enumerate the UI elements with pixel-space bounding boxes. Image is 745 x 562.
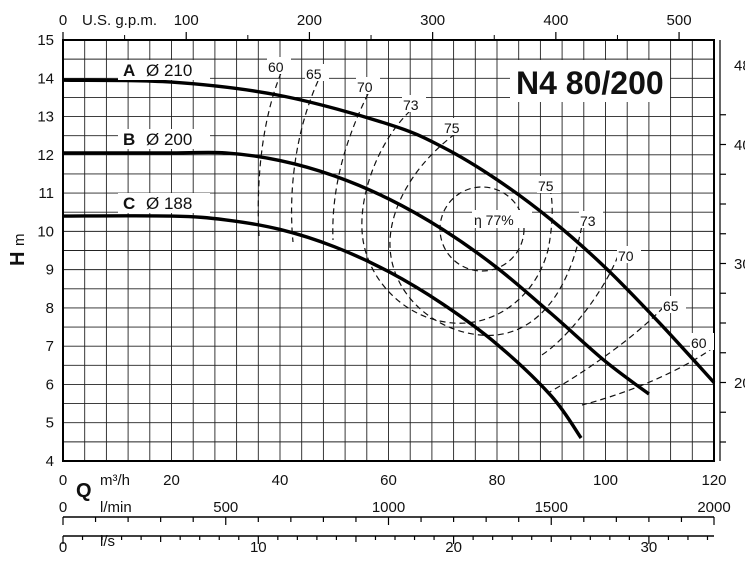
pump-curve-c (62, 214, 583, 440)
y-tick-label: 9 (46, 262, 54, 279)
ls-tick-label: 10 (250, 539, 267, 556)
q-axis: 0 20 40 60 80 100 120 (59, 472, 727, 489)
ls-axis: 0 10 20 30 (59, 536, 709, 556)
curve-a-diameter: Ø 210 (146, 61, 192, 80)
q-tick-label: 80 (489, 472, 506, 489)
efficiency-labels: 60 65 70 73 75 η 77% 75 73 70 65 60 (267, 57, 714, 351)
gpm-tick-label: 400 (543, 12, 568, 29)
efficiency-line-75 (389, 133, 583, 336)
efficiency-label: 75 (538, 178, 554, 194)
y-tick-label: 13 (37, 109, 54, 126)
lmin-tick-label: 500 (213, 499, 238, 516)
y-axis-ticks: 4 5 6 7 8 9 10 11 12 13 14 15 (37, 32, 54, 470)
pump-curve-a (62, 78, 716, 384)
y-axis-label-unit: m (11, 234, 28, 247)
chart-title-bg (510, 60, 670, 102)
efficiency-line-60-right (581, 346, 715, 406)
y-tick-label: 6 (46, 376, 54, 393)
efficiency-line-60-left (257, 72, 282, 237)
q-tick-label: 120 (701, 472, 726, 489)
lmin-axis: 0 500 1000 1500 2000 (59, 499, 731, 525)
ls-tick-label: 20 (445, 539, 462, 556)
curve-a-label-bg (118, 60, 210, 80)
x-axis-label-unit: m³/h (100, 472, 130, 489)
efficiency-line-70-right (539, 255, 619, 357)
efficiency-label: 73 (580, 213, 596, 229)
q-tick-label: 0 (59, 472, 67, 489)
curve-c-label-bg (118, 193, 210, 213)
curve-a-name: A (123, 61, 135, 80)
gpm-axis-label: U.S. g.p.m. (82, 12, 157, 29)
y-axis-label-h: H (7, 252, 29, 266)
y-tick-label: 11 (38, 185, 54, 202)
y-tick-label: 12 (37, 147, 54, 164)
pump-curves (62, 78, 716, 440)
ls-tick-label: 0 (59, 539, 67, 556)
curve-b-name: B (123, 130, 135, 149)
efficiency-line-65-right (547, 299, 671, 394)
plot-frame (62, 39, 715, 462)
efficiency-line-70-left (332, 93, 369, 241)
efficiency-label: 75 (444, 120, 460, 136)
x-axis-label-q: Q (76, 480, 92, 502)
lmin-tick-label: 0 (59, 499, 67, 516)
chart-title: N4 80/200 (516, 65, 664, 101)
q-tick-label: 40 (272, 472, 289, 489)
lmin-tick-label: 1500 (535, 499, 568, 516)
gpm-tick-label: 300 (420, 12, 445, 29)
lmin-tick-label: 1000 (372, 499, 405, 516)
efficiency-label: 65 (306, 66, 322, 82)
efficiency-label: 60 (268, 59, 284, 75)
y-tick-label: 5 (46, 415, 54, 432)
curve-c-diameter: Ø 188 (146, 194, 192, 213)
ls-tick-label: 30 (641, 539, 658, 556)
curve-b-label-bg (118, 129, 210, 149)
q-tick-label: 20 (163, 472, 180, 489)
pump-curve-b (62, 150, 650, 396)
lmin-axis-label: l/min (100, 499, 132, 516)
y-tick-label: 8 (46, 300, 54, 317)
y-tick-label: 15 (37, 32, 54, 49)
efficiency-label: 70 (618, 248, 634, 264)
curve-c-name: C (123, 194, 135, 213)
y-tick-label: 7 (46, 338, 54, 355)
right-tick-label: 48 (734, 58, 745, 75)
efficiency-label-peak: η 77% (474, 212, 514, 228)
efficiency-label: 65 (663, 298, 679, 314)
gpm-tick-label: 100 (174, 12, 199, 29)
efficiency-label: 60 (691, 335, 707, 351)
y-tick-label: 10 (37, 223, 54, 240)
y-tick-label: 4 (46, 453, 54, 470)
gpm-tick-label: 500 (667, 12, 692, 29)
right-axis: 20 30 40 48 (719, 40, 745, 461)
gpm-tick-label: 0 (59, 12, 67, 29)
right-tick-label: 30 (734, 256, 745, 273)
lmin-tick-label: 2000 (697, 499, 730, 516)
gpm-axis: 0 100 200 300 400 500 (59, 12, 692, 40)
curve-labels: A Ø 210 B Ø 200 C Ø 188 (118, 60, 210, 213)
curve-b-diameter: Ø 200 (146, 130, 192, 149)
chart-grid (63, 40, 714, 461)
right-tick-label: 40 (734, 137, 745, 154)
gpm-tick-label: 200 (297, 12, 322, 29)
efficiency-label: 70 (357, 79, 373, 95)
q-tick-label: 60 (380, 472, 397, 489)
y-tick-label: 14 (37, 70, 54, 87)
efficiency-label: 73 (403, 97, 419, 113)
q-tick-label: 100 (593, 472, 618, 489)
efficiency-line-65-left (291, 80, 319, 243)
ls-axis-label: l/s (100, 533, 115, 550)
right-tick-label: 20 (734, 375, 745, 392)
